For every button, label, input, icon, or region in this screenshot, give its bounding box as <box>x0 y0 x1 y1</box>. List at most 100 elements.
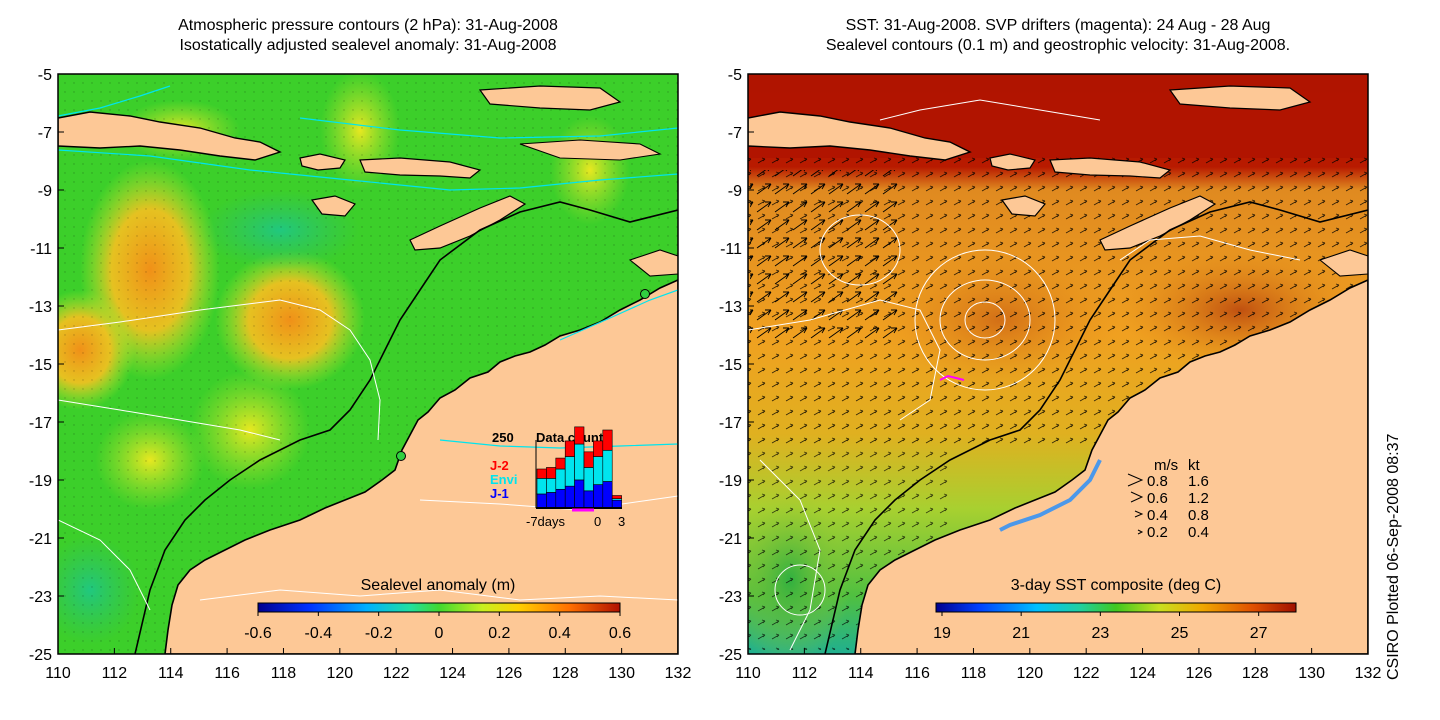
inset-bar-j1 <box>602 481 613 509</box>
left-lat-axis: -5 -7 -9 -11 -13 -15 -17 -19 -21 -23 -25 <box>29 67 64 664</box>
left-colorbar-tick-label: 0.4 <box>549 625 571 642</box>
right-sealevel-eddy-3 <box>964 301 1006 339</box>
left-lon-label: 128 <box>552 665 579 682</box>
right-lon-label: 132 <box>1355 665 1382 682</box>
left-lon-label: 114 <box>158 665 184 682</box>
right-island-east <box>1318 249 1368 277</box>
left-shelf-contour <box>134 201 678 654</box>
right-lon-label: 128 <box>1242 665 1269 682</box>
right-colorbar-tick-label: 25 <box>1171 625 1189 642</box>
left-lat-label: -9 <box>38 183 52 200</box>
left-lat-label: -5 <box>38 67 52 84</box>
right-shelf-contour <box>824 201 1368 654</box>
right-sealevel-contour-2 <box>759 459 821 651</box>
right-title-line1: SST: 31-Aug-2008. SVP drifters (magenta)… <box>845 17 1271 34</box>
right-sealevel-contour-1 <box>748 299 941 421</box>
left-colorbar-label: Sealevel anomaly (m) <box>361 577 516 594</box>
right-lat-label: -15 <box>719 357 742 374</box>
left-sealevel-contour-1 <box>58 299 381 441</box>
left-lon-label: 110 <box>45 665 71 682</box>
left-pressure-contour-4 <box>439 439 678 449</box>
right-lat-label: -11 <box>720 241 742 258</box>
right-sealevel-eddy-1 <box>939 279 1031 361</box>
velocity-legend-arrow <box>1137 529 1144 535</box>
inset-bar-j1 <box>536 493 547 509</box>
inset-bar-envi <box>574 443 585 481</box>
left-tide-gauge-marker <box>640 289 650 299</box>
inset-bar-j2 <box>593 440 604 457</box>
right-sealevel-eddy-4 <box>819 214 901 286</box>
right-island-timor <box>1099 195 1217 251</box>
inset-bar-j1 <box>574 479 585 509</box>
left-colorbar-ticks: -0.6 -0.4 -0.2 0 0.2 0.4 0.6 <box>244 612 631 642</box>
left-lat-label: -21 <box>29 531 52 548</box>
left-colorbar <box>257 602 621 613</box>
right-colorbar-ticks: 19 21 23 25 27 <box>933 612 1268 642</box>
left-colorbar-tick-label: -0.4 <box>305 625 333 642</box>
inset-bar-envi <box>583 467 594 492</box>
right-lon-axis: 110 112 114 116 118 120 122 124 126 128 130 132 <box>735 648 1381 682</box>
right-australia-land <box>854 279 1368 654</box>
velocity-legend-kt-2: 0.8 <box>1188 507 1209 524</box>
right-sealevel-eddy-2 <box>914 249 1056 391</box>
left-pressure-contour-3 <box>299 117 678 139</box>
left-pressure-contour-1 <box>58 85 171 117</box>
left-island-bali <box>299 153 346 171</box>
right-colorbar-tick-label: 23 <box>1091 625 1109 642</box>
left-lat-label: -15 <box>29 357 52 374</box>
right-colorbar-tick-label: 21 <box>1012 625 1030 642</box>
left-pressure-contour-2 <box>58 149 678 191</box>
right-colorbar-label: 3-day SST composite (deg C) <box>1011 577 1221 594</box>
velocity-legend-ms-1: 0.6 <box>1147 490 1168 507</box>
right-lat-label: -19 <box>719 473 742 490</box>
velocity-legend-ms-0: 0.8 <box>1147 473 1168 490</box>
inset-legend-envi: Envi <box>490 472 517 487</box>
right-lat-label: -9 <box>728 183 742 200</box>
right-sealevel-contour-3 <box>879 99 1101 121</box>
inset-bar-envi <box>593 456 604 485</box>
inset-x-right: 3 <box>618 514 625 529</box>
left-lat-label: -11 <box>30 241 52 258</box>
inset-bar-j2 <box>574 426 585 445</box>
inset-bar-j2 <box>611 495 622 499</box>
left-colorbar-tick-label: 0 <box>435 625 444 642</box>
inset-bar-j2 <box>555 457 566 470</box>
right-velocity-strong <box>750 170 900 340</box>
velocity-legend-kt-1: 1.2 <box>1188 490 1209 507</box>
left-colorbar-tick-label: -0.2 <box>365 625 393 642</box>
inset-bar-j1 <box>555 488 566 509</box>
left-island-timor <box>409 195 527 251</box>
left-title-line2: Isostatically adjusted sealevel anomaly:… <box>179 37 557 54</box>
inset-bar-j1 <box>546 492 557 509</box>
right-lon-label: 124 <box>1129 665 1156 682</box>
right-lon-label: 112 <box>792 665 818 682</box>
left-map-title: Atmospheric pressure contours (2 hPa): 3… <box>58 16 678 56</box>
inset-bar-j1 <box>583 490 594 509</box>
left-lat-label: -25 <box>29 647 52 664</box>
inset-legend-j2: J-2 <box>490 458 509 473</box>
left-title-line1: Atmospheric pressure contours (2 hPa): 3… <box>178 17 558 34</box>
velocity-legend-kt-3: 0.4 <box>1188 524 1209 541</box>
right-lat-label: -7 <box>728 125 742 142</box>
left-sealevel-contour-4 <box>199 589 678 601</box>
right-lon-label: 122 <box>1073 665 1100 682</box>
inset-bar-j1 <box>564 485 575 509</box>
velocity-legend-header-kt: kt <box>1188 457 1201 474</box>
left-lon-label: 130 <box>608 665 635 682</box>
inset-title: Data count <box>536 430 604 445</box>
left-lon-label: 132 <box>665 665 692 682</box>
right-island-sulawesi <box>1168 85 1312 111</box>
velocity-legend-kt-0: 1.6 <box>1188 473 1209 490</box>
inset-bar-envi <box>602 449 613 482</box>
inset-bar-j2 <box>583 451 594 468</box>
left-tide-gauge-marker <box>396 451 406 461</box>
right-island-java <box>748 111 972 161</box>
left-lon-label: 118 <box>271 665 297 682</box>
right-colorbar-tick-label: 19 <box>933 625 951 642</box>
velocity-legend-arrow <box>1127 473 1144 487</box>
left-lat-label: -17 <box>29 415 52 432</box>
inset-x-left: -7days <box>526 514 566 529</box>
inset-value-label: 250 <box>492 430 514 445</box>
left-island-east <box>628 249 678 277</box>
